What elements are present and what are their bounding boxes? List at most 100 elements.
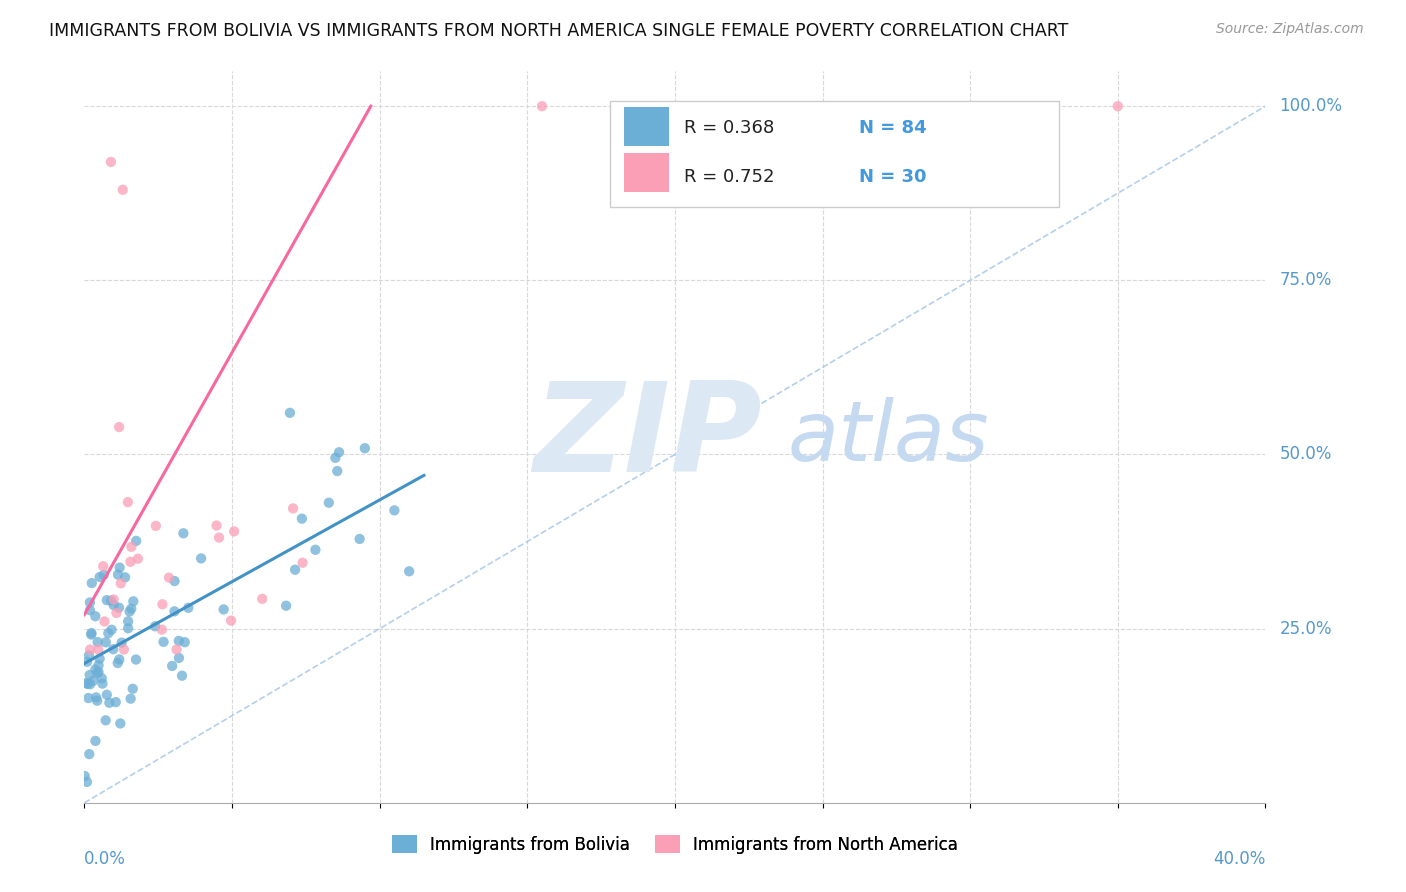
FancyBboxPatch shape bbox=[610, 101, 1059, 207]
Point bbox=[76, 655, 98, 669]
Point bbox=[107, 567, 129, 582]
Point bbox=[224, 524, 246, 539]
Point bbox=[118, 605, 141, 619]
Point bbox=[108, 420, 131, 434]
Point bbox=[143, 619, 166, 633]
Point bbox=[87, 658, 110, 673]
Point bbox=[117, 615, 139, 629]
Point bbox=[150, 623, 173, 637]
Point bbox=[114, 570, 136, 584]
Point bbox=[112, 642, 135, 657]
Point bbox=[1107, 99, 1129, 113]
Point bbox=[278, 406, 301, 420]
Point bbox=[382, 503, 406, 517]
Point bbox=[108, 600, 131, 615]
Point bbox=[212, 602, 235, 616]
Point bbox=[84, 609, 107, 624]
Point bbox=[117, 621, 139, 635]
Point bbox=[304, 542, 326, 557]
Point bbox=[93, 615, 115, 629]
Point bbox=[96, 688, 118, 702]
Point bbox=[205, 518, 228, 533]
Point bbox=[120, 691, 142, 706]
Text: Source: ZipAtlas.com: Source: ZipAtlas.com bbox=[1216, 22, 1364, 37]
Point bbox=[80, 576, 103, 591]
Point bbox=[145, 519, 167, 533]
Point bbox=[274, 599, 297, 613]
Point bbox=[354, 441, 377, 455]
Point bbox=[284, 563, 307, 577]
Point bbox=[122, 594, 145, 608]
Point bbox=[163, 604, 186, 618]
Text: 40.0%: 40.0% bbox=[1213, 850, 1265, 868]
Point bbox=[79, 595, 101, 609]
Point bbox=[97, 626, 120, 640]
Point bbox=[208, 531, 231, 545]
Point bbox=[190, 551, 212, 566]
Text: 100.0%: 100.0% bbox=[1279, 97, 1343, 115]
Point bbox=[86, 665, 108, 680]
Point bbox=[167, 633, 190, 648]
Point bbox=[87, 665, 110, 679]
Point bbox=[252, 591, 274, 606]
Point bbox=[86, 693, 108, 707]
Point bbox=[105, 606, 128, 620]
Point bbox=[281, 501, 304, 516]
Point bbox=[152, 635, 174, 649]
Point bbox=[96, 593, 118, 607]
Point bbox=[318, 496, 340, 510]
Point bbox=[120, 601, 142, 615]
Point bbox=[398, 564, 420, 578]
Point bbox=[908, 120, 931, 134]
Point bbox=[100, 623, 122, 637]
Point bbox=[111, 183, 134, 197]
Bar bbox=[624, 107, 669, 146]
Point bbox=[94, 714, 117, 728]
Point bbox=[108, 560, 131, 574]
Point bbox=[87, 642, 110, 657]
Point bbox=[76, 677, 98, 691]
Point bbox=[100, 593, 122, 607]
Point bbox=[349, 532, 371, 546]
Bar bbox=[624, 153, 669, 192]
Text: 75.0%: 75.0% bbox=[1279, 271, 1331, 289]
Point bbox=[103, 592, 125, 607]
Point bbox=[82, 673, 104, 688]
Point bbox=[125, 533, 148, 548]
Point bbox=[326, 464, 349, 478]
Point bbox=[108, 652, 131, 666]
Point bbox=[152, 597, 174, 611]
Point bbox=[121, 681, 143, 696]
Point bbox=[173, 635, 195, 649]
Point bbox=[98, 696, 121, 710]
Text: N = 30: N = 30 bbox=[859, 169, 927, 186]
Point bbox=[103, 642, 125, 657]
Point bbox=[89, 570, 111, 584]
Text: R = 0.368: R = 0.368 bbox=[685, 120, 775, 137]
Point bbox=[325, 450, 347, 465]
Point bbox=[172, 526, 194, 541]
Legend: Immigrants from Bolivia, Immigrants from North America: Immigrants from Bolivia, Immigrants from… bbox=[385, 829, 965, 860]
Point bbox=[219, 614, 242, 628]
Point bbox=[107, 656, 129, 670]
Point bbox=[103, 598, 125, 612]
Point bbox=[157, 571, 180, 585]
Point bbox=[86, 635, 108, 649]
Text: ZIP: ZIP bbox=[533, 376, 762, 498]
Text: N = 84: N = 84 bbox=[859, 120, 927, 137]
Text: IMMIGRANTS FROM BOLIVIA VS IMMIGRANTS FROM NORTH AMERICA SINGLE FEMALE POVERTY C: IMMIGRANTS FROM BOLIVIA VS IMMIGRANTS FR… bbox=[49, 22, 1069, 40]
Point bbox=[79, 677, 101, 691]
Text: 50.0%: 50.0% bbox=[1279, 445, 1331, 464]
Point bbox=[93, 568, 115, 582]
Point bbox=[80, 627, 103, 641]
Point bbox=[94, 635, 117, 649]
Point bbox=[100, 155, 122, 169]
Point bbox=[84, 734, 107, 748]
Point bbox=[79, 668, 101, 682]
Point bbox=[90, 671, 112, 685]
Point bbox=[291, 556, 314, 570]
Point bbox=[84, 663, 107, 677]
Point bbox=[120, 540, 142, 554]
Point bbox=[110, 576, 132, 591]
Point bbox=[111, 635, 134, 649]
